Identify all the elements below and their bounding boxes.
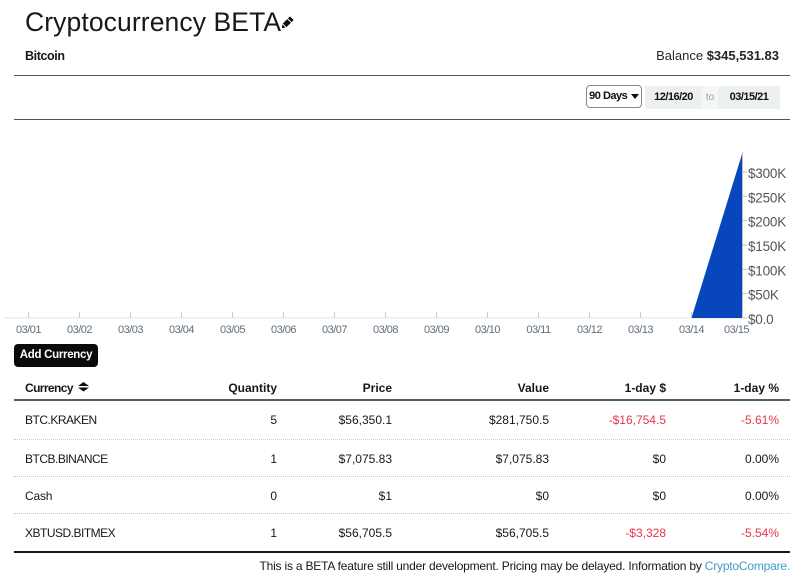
svg-text:$50K: $50K <box>748 288 779 303</box>
svg-text:$200K: $200K <box>748 215 786 230</box>
svg-text:$0.0: $0.0 <box>748 312 773 327</box>
svg-text:03/05: 03/05 <box>220 324 245 336</box>
svg-text:03/04: 03/04 <box>169 324 194 336</box>
svg-text:03/07: 03/07 <box>322 324 347 336</box>
svg-text:03/01: 03/01 <box>16 324 41 336</box>
svg-text:03/06: 03/06 <box>271 324 296 336</box>
svg-text:03/10: 03/10 <box>475 324 500 336</box>
svg-text:03/08: 03/08 <box>373 324 398 336</box>
svg-text:03/12: 03/12 <box>577 324 602 336</box>
svg-text:03/02: 03/02 <box>67 324 92 336</box>
svg-text:03/09: 03/09 <box>424 324 449 336</box>
svg-text:$100K: $100K <box>748 263 786 278</box>
svg-text:03/15: 03/15 <box>724 324 749 336</box>
svg-text:03/14: 03/14 <box>679 324 704 336</box>
svg-text:03/13: 03/13 <box>628 324 653 336</box>
svg-text:03/11: 03/11 <box>526 324 551 336</box>
svg-text:$250K: $250K <box>748 190 786 205</box>
svg-text:$150K: $150K <box>748 239 786 254</box>
svg-text:$300K: $300K <box>748 166 786 181</box>
svg-text:03/03: 03/03 <box>118 324 143 336</box>
